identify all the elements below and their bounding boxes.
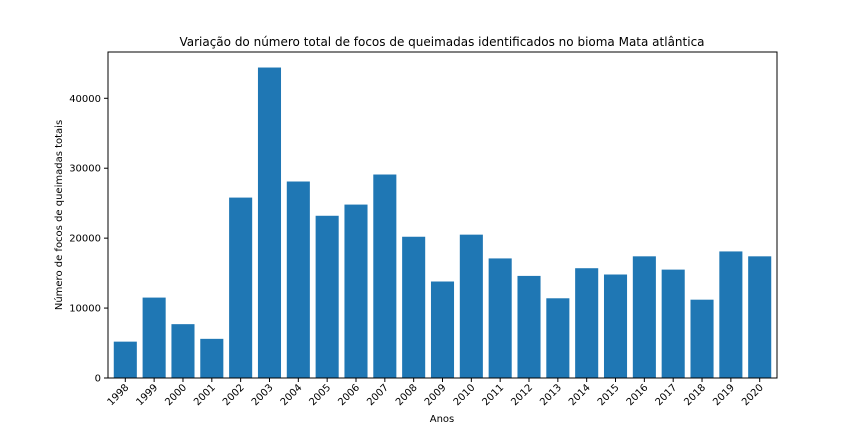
x-tick-label-2014: 2014: [567, 382, 593, 408]
bar-2004: [286, 181, 310, 378]
bar-2009: [430, 281, 455, 378]
bar-2011: [488, 258, 512, 378]
chart-title: Variação do número total de focos de que…: [179, 35, 704, 49]
x-tick-label-2013: 2013: [538, 382, 564, 408]
bar-1999: [142, 297, 166, 378]
bar-2016: [632, 256, 656, 378]
x-tick-label-2000: 2000: [163, 382, 189, 408]
bar-2012: [517, 275, 541, 378]
x-tick-label-2020: 2020: [740, 382, 766, 408]
x-tick-label-2001: 2001: [192, 382, 218, 408]
y-tick-label-0: 0: [95, 374, 101, 385]
x-tick-label-2018: 2018: [682, 382, 708, 408]
bar-2014: [575, 268, 599, 378]
bar-2020: [748, 256, 772, 378]
x-tick-label-2015: 2015: [596, 382, 622, 408]
bar-2000: [171, 324, 195, 378]
x-tick-label-2002: 2002: [221, 382, 247, 408]
bar-2005: [315, 215, 339, 378]
x-tick-label-2008: 2008: [394, 382, 420, 408]
x-tick-label-2011: 2011: [481, 382, 507, 408]
bar-2007: [373, 174, 397, 378]
x-tick-label-2019: 2019: [711, 382, 737, 408]
x-tick-label-1999: 1999: [134, 382, 160, 408]
y-axis: 0 10000 20000 30000 40000: [69, 94, 108, 385]
bar-2013: [546, 298, 570, 378]
x-tick-label-2016: 2016: [625, 382, 651, 408]
bar-2002: [229, 197, 253, 378]
x-tick-label-2012: 2012: [509, 382, 535, 408]
x-tick-label-2003: 2003: [250, 382, 276, 408]
bar-2008: [402, 236, 426, 378]
x-tick-label-2004: 2004: [279, 382, 305, 408]
x-tick-label-2007: 2007: [365, 382, 391, 408]
x-tick-label-1998: 1998: [106, 382, 132, 408]
y-tick-label-40000: 40000: [69, 94, 101, 105]
bars-group: [113, 67, 772, 379]
y-axis-label: Número de focos de queimadas totais: [53, 120, 65, 310]
bar-2003: [257, 67, 282, 379]
bar-2015: [603, 274, 628, 378]
y-tick-label-30000: 30000: [69, 164, 101, 175]
bar-2019: [719, 251, 743, 378]
x-tick-label-2017: 2017: [654, 382, 680, 408]
x-axis-label: Anos: [430, 414, 455, 425]
x-tick-label-2005: 2005: [308, 382, 334, 408]
bar-2006: [344, 204, 368, 378]
x-axis: 1998 1999 2000 2001 2002 2003 2004 2005 2006 2007…: [106, 378, 766, 408]
y-tick-label-10000: 10000: [69, 304, 101, 315]
bar-2001: [200, 338, 224, 378]
bar-1998: [113, 341, 137, 378]
y-tick-label-20000: 20000: [69, 234, 101, 245]
x-tick-label-2010: 2010: [452, 382, 478, 408]
bar-2018: [690, 299, 714, 378]
bar-2010: [459, 234, 483, 378]
x-tick-label-2009: 2009: [423, 382, 449, 408]
bar-2017: [661, 269, 685, 378]
x-tick-label-2006: 2006: [336, 382, 362, 408]
